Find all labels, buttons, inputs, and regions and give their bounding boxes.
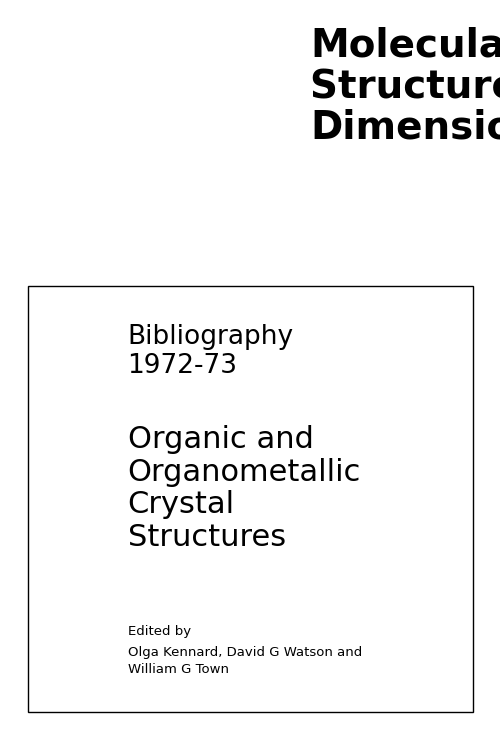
Text: Bibliography
1972-73: Bibliography 1972-73 [128, 324, 294, 379]
Text: Molecular
Structures and
Dimensions: Molecular Structures and Dimensions [310, 26, 500, 146]
Text: Organic and
Organometallic
Crystal
Structures: Organic and Organometallic Crystal Struc… [128, 425, 361, 552]
Bar [28, 286, 472, 712]
Text: Olga Kennard, David G Watson and
William G Town: Olga Kennard, David G Watson and William… [128, 646, 362, 675]
Text: Edited by: Edited by [128, 625, 190, 638]
